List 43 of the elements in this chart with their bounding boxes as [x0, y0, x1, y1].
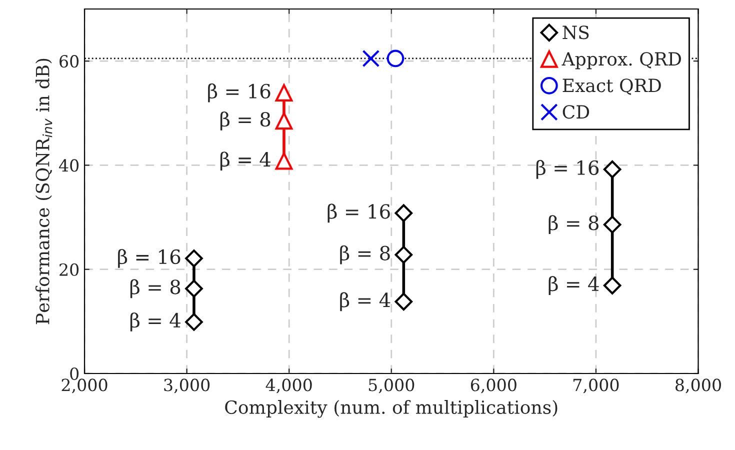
- y-axis-title: Performance (SQNR$_{inv}$ in dB): [35, 58, 52, 324]
- legend-label: CD: [562, 105, 590, 119]
- annotation: β = 4: [130, 312, 180, 332]
- annotation: β = 16: [328, 204, 390, 223]
- x-tick-label: 4,000: [266, 378, 312, 394]
- y-tick-label: 0: [70, 367, 79, 380]
- x-tick-label: 2,000: [62, 378, 108, 394]
- annotation: β = 4: [548, 276, 599, 295]
- point: [275, 112, 293, 130]
- x-tick-label: 3,000: [164, 378, 210, 394]
- point: [185, 313, 203, 331]
- annotation: β = 4: [340, 292, 390, 312]
- point: [275, 84, 293, 102]
- point: [386, 50, 404, 68]
- point: [603, 216, 622, 234]
- point: [394, 292, 413, 311]
- x-tick-label: 8,000: [676, 378, 721, 394]
- x-tick-label: 6,000: [470, 378, 516, 394]
- annotation: β = 4: [220, 152, 271, 171]
- annotation: β = 8: [548, 215, 599, 234]
- x-axis-title: Complexity (num. of multiplications): [225, 400, 558, 418]
- y-tick-label: 60: [60, 55, 79, 68]
- annotation: β = 16: [536, 160, 599, 179]
- point: [603, 276, 622, 294]
- annotation: β = 16: [118, 248, 180, 268]
- point: [185, 280, 203, 298]
- x-tick-label: 5,000: [368, 378, 414, 394]
- point: [185, 250, 203, 268]
- x-tick-label: 7,000: [574, 378, 619, 394]
- point: [275, 152, 293, 170]
- point: [603, 160, 622, 178]
- y-tick-label: 40: [58, 159, 79, 172]
- point: [394, 204, 413, 222]
- point: [362, 50, 380, 68]
- annotation: β = 8: [130, 279, 180, 298]
- legend-label: Approx. QRD: [562, 52, 681, 70]
- annotation: β = 8: [220, 111, 270, 130]
- annotation: β = 8: [340, 245, 390, 264]
- point: [394, 246, 413, 264]
- legend-label: Exact QRD: [562, 78, 661, 95]
- legend-label: NS: [562, 26, 589, 40]
- y-tick-label: 20: [60, 263, 79, 276]
- annotation: β = 16: [208, 83, 270, 102]
